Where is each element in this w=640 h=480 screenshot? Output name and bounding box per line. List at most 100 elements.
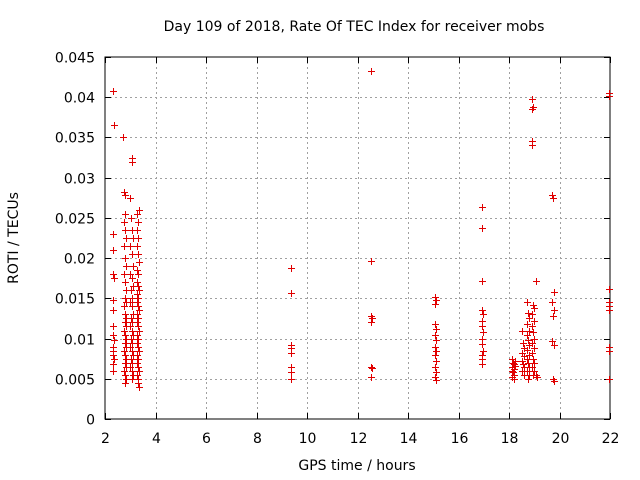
data-point [531, 360, 538, 367]
x-tick-label: 22 [602, 431, 620, 447]
data-point [110, 88, 117, 95]
data-point [479, 361, 486, 368]
data-point [136, 368, 143, 375]
data-point [551, 378, 558, 385]
data-point [288, 350, 295, 357]
data-point [433, 369, 440, 376]
data-point [551, 289, 558, 296]
data-point [534, 374, 541, 381]
data-point [525, 360, 532, 367]
data-point [127, 299, 134, 306]
data-point [127, 364, 134, 371]
data-point [550, 195, 557, 202]
data-point [526, 315, 533, 322]
data-point [432, 352, 439, 359]
data-point [111, 337, 118, 344]
data-point [129, 303, 136, 310]
data-point [134, 279, 141, 286]
data-point [129, 251, 136, 258]
data-point [135, 235, 142, 242]
data-point [510, 369, 517, 376]
data-point [123, 263, 130, 270]
data-point [549, 299, 556, 306]
data-point [479, 341, 486, 348]
data-point [134, 319, 141, 326]
x-tick-label: 18 [501, 431, 519, 447]
y-tick-labels: 0 0.005 0.01 0.015 0.02 0.025 0.03 0.035 0.04 0.0… [55, 51, 95, 429]
data-point [479, 323, 486, 330]
data-point [129, 376, 136, 383]
data-point [549, 338, 556, 345]
data-point [121, 219, 128, 226]
data-point [530, 302, 537, 309]
data-point [529, 340, 536, 347]
data-point [110, 247, 117, 254]
plot-frame [104, 56, 611, 420]
data-point [135, 315, 142, 322]
data-point [111, 275, 118, 282]
data-point [606, 307, 613, 314]
data-point [127, 243, 134, 250]
data-point [531, 336, 538, 343]
data-point [288, 376, 295, 383]
data-point [369, 315, 376, 322]
data-point [122, 360, 129, 367]
data-point [110, 352, 117, 359]
data-point [134, 352, 141, 359]
data-point [128, 215, 135, 222]
data-point [288, 290, 295, 297]
data-point [135, 303, 142, 310]
data-point [531, 305, 538, 312]
data-point [122, 340, 129, 347]
data-point [110, 361, 117, 368]
data-point [525, 337, 532, 344]
data-point [551, 307, 558, 314]
data-point [123, 376, 130, 383]
x-tick-label: 6 [202, 431, 211, 447]
data-point [110, 332, 117, 339]
data-point [121, 368, 128, 375]
data-point [524, 299, 531, 306]
data-point [606, 376, 613, 383]
data-point [524, 321, 531, 328]
data-point [479, 204, 486, 211]
data-point [520, 340, 527, 347]
data-points [110, 68, 613, 391]
data-point [122, 380, 129, 387]
data-point [525, 376, 532, 383]
data-point [122, 211, 129, 218]
data-point [134, 311, 141, 318]
data-point [135, 251, 142, 258]
data-point [432, 344, 439, 351]
data-point [524, 356, 531, 363]
data-point [134, 211, 141, 218]
y-tick-label: 0.005 [55, 373, 95, 389]
data-point [511, 376, 518, 383]
data-point [127, 271, 134, 278]
x-tick-labels: 2 4 6 8 10 12 14 16 18 20 22 [101, 431, 619, 447]
data-point [529, 142, 536, 149]
data-point [521, 353, 528, 360]
data-point [368, 374, 375, 381]
data-point [135, 219, 142, 226]
data-point [135, 295, 142, 302]
data-point [368, 68, 375, 75]
data-point [529, 350, 536, 357]
data-point [128, 315, 135, 322]
x-tick-label: 20 [552, 431, 570, 447]
data-point [368, 258, 375, 265]
data-point [433, 297, 440, 304]
data-point [525, 310, 532, 317]
axis-ticks [105, 57, 611, 420]
data-point [130, 263, 137, 270]
data-point [122, 295, 129, 302]
data-point [129, 159, 136, 166]
data-point [129, 328, 136, 335]
data-point [520, 361, 527, 368]
data-point [123, 235, 130, 242]
data-point [121, 303, 128, 310]
x-axis-label: GPS time / hours [298, 458, 415, 474]
data-point [110, 368, 117, 375]
data-point [479, 307, 486, 314]
